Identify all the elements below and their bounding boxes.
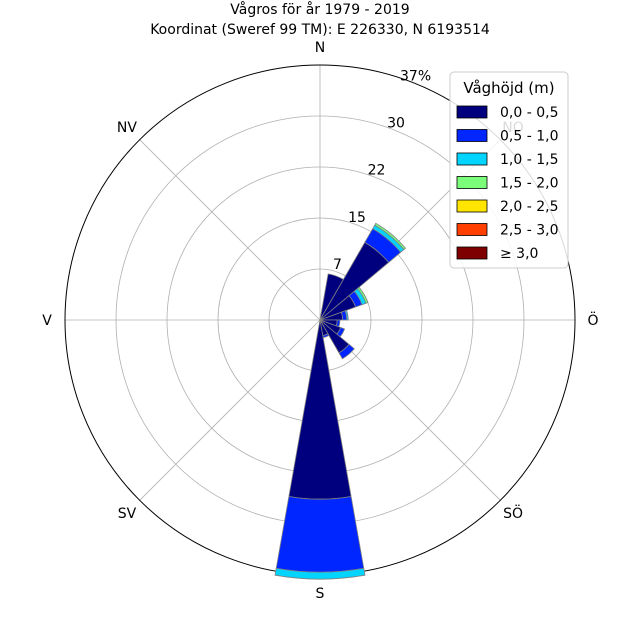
legend-label: 0,5 - 1,0 <box>500 129 558 145</box>
legend-label: 0,0 - 0,5 <box>500 105 558 121</box>
direction-label: NV <box>117 120 137 136</box>
rose-bars <box>274 222 407 580</box>
rose-bar-segment <box>338 343 355 360</box>
legend: Våghöjd (m) 0,0 - 0,5 0,5 - 1,0 1,0 - 1,5 1… <box>449 71 569 269</box>
direction-label: SÖ <box>503 504 523 522</box>
rose-bar-segment <box>356 286 369 304</box>
legend-swatch <box>456 246 488 260</box>
legend-swatch <box>456 152 488 166</box>
rose-bar-segment <box>275 496 365 573</box>
legend-label: ≥ 3,0 <box>500 246 538 262</box>
legend-label: 1,0 - 1,5 <box>500 152 558 168</box>
legend-swatch <box>456 199 488 213</box>
legend-box <box>449 71 569 269</box>
rose-bar-segment <box>374 222 407 251</box>
legend-title: Våghöjd (m) <box>463 79 554 97</box>
radial-tick-labels: 7 15 22 30 37% <box>333 68 431 272</box>
direction-label: S <box>316 586 325 602</box>
legend-swatch <box>456 176 488 189</box>
radial-tick-label: 30 <box>387 116 405 132</box>
radial-tick-label: 15 <box>348 210 366 226</box>
radial-tick-label: 37% <box>400 68 431 84</box>
rose-bar-segment <box>274 567 366 580</box>
radial-tick-label: 22 <box>368 163 386 179</box>
radial-tick-label: 7 <box>333 257 342 273</box>
legend-items: 0,0 - 0,5 0,5 - 1,0 1,0 - 1,5 1,5 - 2,0 2,0 … <box>456 105 558 262</box>
legend-swatch <box>456 105 488 119</box>
chart-title: Vågros för år 1979 - 2019 <box>230 1 409 18</box>
legend-swatch <box>456 129 488 142</box>
direction-label: V <box>42 313 52 329</box>
direction-label: N <box>315 40 325 56</box>
legend-label: 2,5 - 3,0 <box>500 223 558 239</box>
legend-label: 1,5 - 2,0 <box>500 176 558 192</box>
legend-label: 2,0 - 2,5 <box>500 199 558 215</box>
grid-spoke <box>139 139 321 321</box>
legend-swatch <box>456 223 488 236</box>
direction-label: Ö <box>587 311 598 329</box>
rose-bar-segment <box>344 309 349 321</box>
chart-subtitle: Koordinat (Sweref 99 TM): E 226330, N 61… <box>150 22 490 38</box>
direction-label: SV <box>118 506 137 522</box>
grid-spoke <box>139 319 321 501</box>
